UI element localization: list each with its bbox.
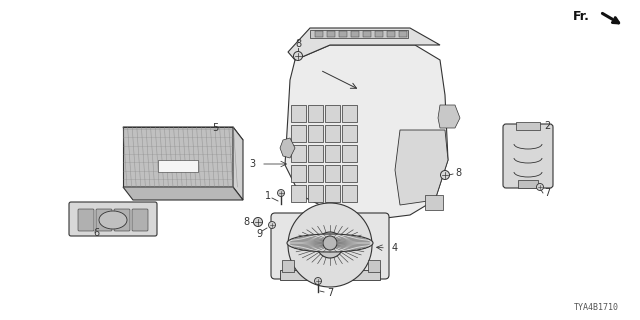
Circle shape <box>440 171 449 180</box>
Bar <box>325 165 340 182</box>
Bar <box>375 31 383 37</box>
Text: 3: 3 <box>249 159 255 169</box>
Polygon shape <box>310 30 408 38</box>
Bar <box>351 31 359 37</box>
Polygon shape <box>123 127 243 140</box>
FancyBboxPatch shape <box>271 213 389 279</box>
Bar <box>399 31 407 37</box>
Circle shape <box>317 232 343 258</box>
Ellipse shape <box>287 234 373 252</box>
Text: 5: 5 <box>212 123 218 133</box>
Bar <box>342 105 357 122</box>
Text: 9: 9 <box>256 229 262 239</box>
Bar <box>325 105 340 122</box>
Text: 4: 4 <box>392 243 398 253</box>
Bar <box>291 185 306 202</box>
FancyBboxPatch shape <box>503 124 553 188</box>
Bar <box>342 165 357 182</box>
Bar <box>280 270 380 280</box>
Bar <box>158 160 198 172</box>
FancyBboxPatch shape <box>114 209 130 231</box>
Circle shape <box>253 218 262 227</box>
Polygon shape <box>285 45 448 220</box>
Bar <box>325 125 340 142</box>
Bar <box>308 185 323 202</box>
Text: 2: 2 <box>544 121 550 131</box>
Bar <box>342 145 357 162</box>
Ellipse shape <box>99 211 127 229</box>
Bar <box>291 125 306 142</box>
Circle shape <box>314 277 321 284</box>
Bar <box>518 180 538 188</box>
Text: 7: 7 <box>544 188 550 198</box>
Circle shape <box>536 183 543 190</box>
Bar <box>325 185 340 202</box>
Text: 8: 8 <box>455 168 461 178</box>
Bar <box>327 31 335 37</box>
Bar <box>308 125 323 142</box>
Circle shape <box>323 236 337 250</box>
Bar <box>315 31 323 37</box>
Text: Fr.: Fr. <box>573 10 590 22</box>
Bar <box>282 260 294 272</box>
Text: 6: 6 <box>93 228 99 238</box>
Bar <box>342 185 357 202</box>
Bar <box>325 145 340 162</box>
Polygon shape <box>123 187 243 200</box>
Bar <box>291 165 306 182</box>
Polygon shape <box>438 105 460 128</box>
Text: 7: 7 <box>327 288 333 298</box>
Bar <box>516 122 540 130</box>
Text: 8: 8 <box>243 217 249 227</box>
Bar <box>291 145 306 162</box>
Bar <box>368 260 380 272</box>
FancyBboxPatch shape <box>78 209 94 231</box>
Text: 1: 1 <box>265 191 271 201</box>
Bar <box>342 125 357 142</box>
Polygon shape <box>395 130 448 205</box>
Circle shape <box>288 203 372 287</box>
Circle shape <box>269 221 275 228</box>
FancyBboxPatch shape <box>132 209 148 231</box>
Bar <box>308 105 323 122</box>
Bar <box>387 31 395 37</box>
Circle shape <box>294 52 303 60</box>
Text: 8: 8 <box>295 39 301 49</box>
Bar <box>339 31 347 37</box>
Bar <box>363 31 371 37</box>
Text: TYA4B1710: TYA4B1710 <box>573 303 618 313</box>
Bar <box>308 165 323 182</box>
Polygon shape <box>123 127 233 187</box>
Bar <box>291 105 306 122</box>
Polygon shape <box>233 127 243 200</box>
FancyBboxPatch shape <box>96 209 112 231</box>
Circle shape <box>278 189 285 196</box>
FancyBboxPatch shape <box>69 202 157 236</box>
Bar <box>308 145 323 162</box>
Bar <box>425 195 443 210</box>
Polygon shape <box>280 138 295 158</box>
Polygon shape <box>288 28 440 60</box>
